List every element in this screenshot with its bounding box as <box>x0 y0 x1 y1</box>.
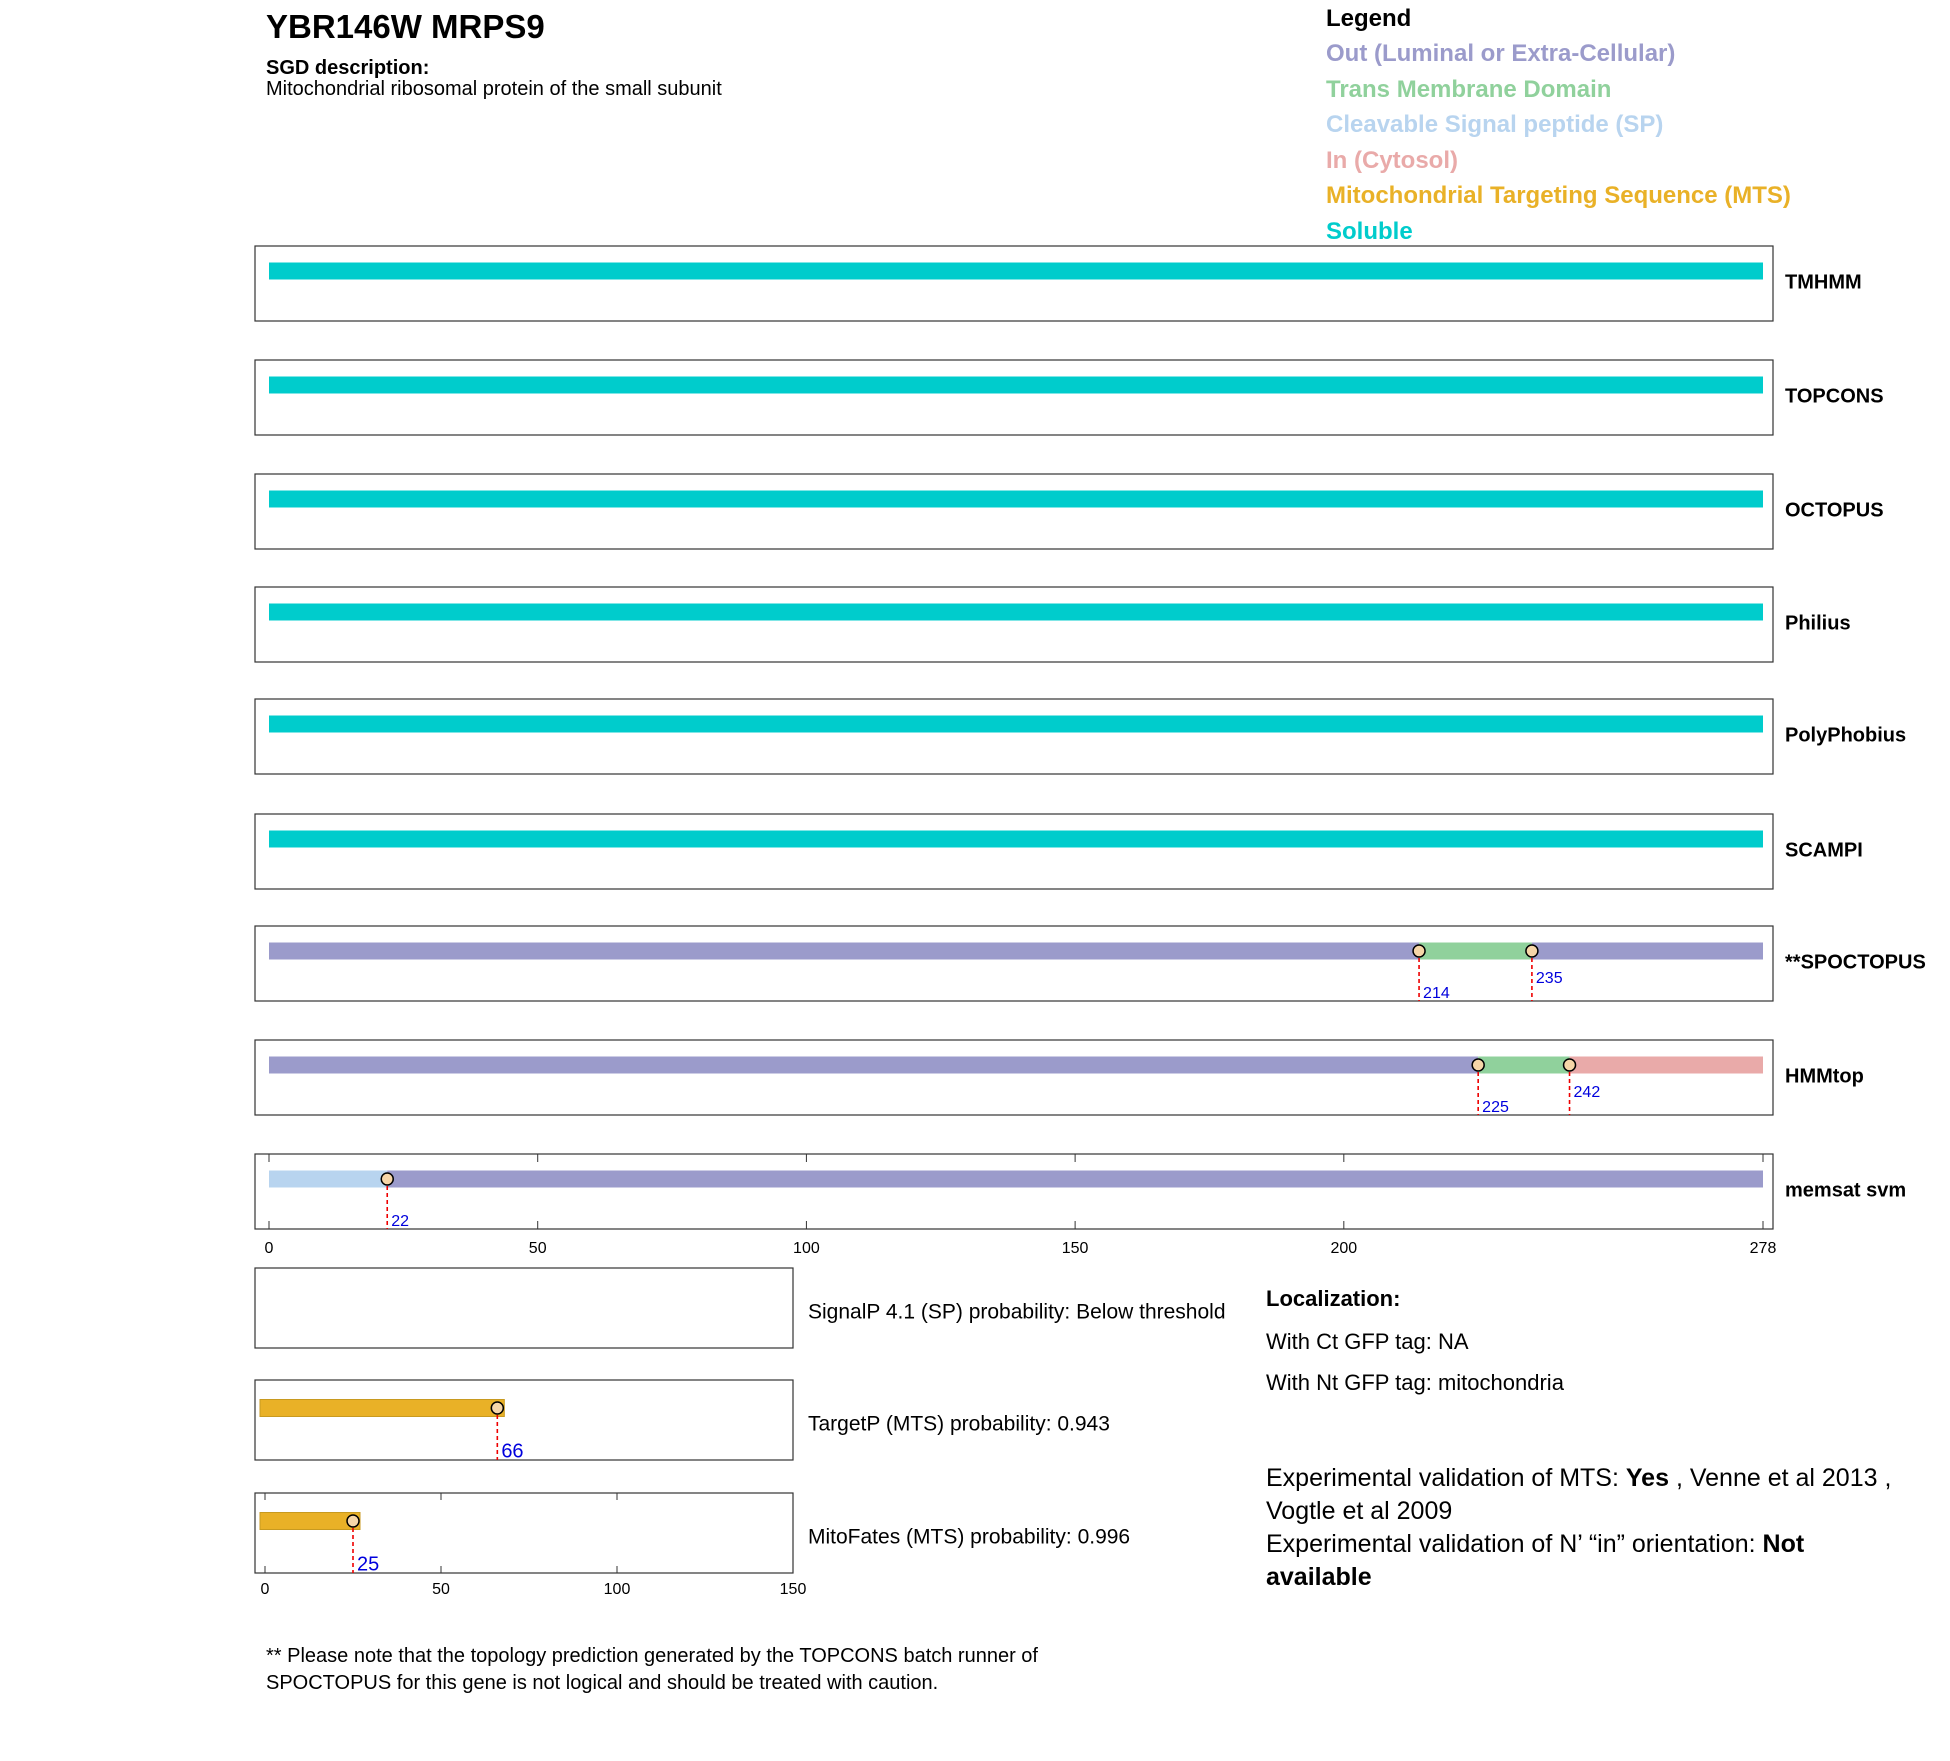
panel-box <box>254 1492 794 1574</box>
panel-label: TargetP (MTS) probability: 0.943 <box>808 1413 1110 1436</box>
track-label: memsat svm <box>1785 1179 1906 1201</box>
description: Mitochondrial ribosomal protein of the s… <box>266 78 722 100</box>
segment <box>269 262 1763 280</box>
boundary-marker <box>1562 1058 1577 1072</box>
segment <box>1478 1056 1570 1074</box>
track-box <box>254 359 1774 436</box>
x-tick-label: 50 <box>529 1240 547 1257</box>
track-label: Philius <box>1785 612 1851 634</box>
boundary-label: 214 <box>1423 985 1450 1002</box>
footnote: SPOCTOPUS for this gene is not logical a… <box>266 1672 939 1694</box>
panel-box <box>254 1379 794 1461</box>
title: YBR146W MRPS9 <box>266 8 545 45</box>
x-tick-label: 0 <box>261 1581 270 1598</box>
legend-item: Out (Luminal or Extra-Cellular) <box>1326 40 1676 67</box>
x-tick-label: 150 <box>1062 1240 1089 1257</box>
x-tick-label: 50 <box>432 1581 450 1598</box>
panel-label: SignalP 4.1 (SP) probability: Below thre… <box>808 1301 1226 1324</box>
track-label: **SPOCTOPUS <box>1785 951 1926 973</box>
boundary-marker <box>346 1514 360 1528</box>
track-label: SCAMPI <box>1785 839 1863 861</box>
track-label: TOPCONS <box>1785 385 1884 407</box>
legend-item: Soluble <box>1326 217 1413 245</box>
localization-title: Localization: <box>1266 1286 1401 1311</box>
validation-paragraph: Experimental validation of MTS: Yes , Ve… <box>1266 1462 1906 1528</box>
boundary-marker <box>1412 944 1426 958</box>
x-tick-label: 100 <box>793 1240 820 1257</box>
track-label: HMMtop <box>1785 1065 1864 1087</box>
track-box <box>254 698 1774 775</box>
track-box <box>254 925 1774 1002</box>
localization-line: With Ct GFP tag: NA <box>1266 1329 1469 1354</box>
segment <box>269 603 1763 621</box>
segment <box>269 376 1763 394</box>
segment <box>1419 942 1532 960</box>
track-box <box>254 1153 1774 1230</box>
boundary-label: 242 <box>1574 1084 1601 1101</box>
segment <box>269 1056 1479 1074</box>
boundary-marker <box>1525 944 1539 958</box>
boundary-marker <box>380 1172 394 1186</box>
segment <box>1569 1056 1763 1074</box>
boundary-label: 225 <box>1482 1099 1509 1116</box>
legend-item: Trans Membrane Domain <box>1326 75 1612 103</box>
segment <box>269 942 1420 960</box>
boundary-marker <box>490 1401 505 1415</box>
legend-item: Cleavable Signal peptide (SP) <box>1326 111 1664 138</box>
mts-bar <box>259 1399 505 1417</box>
validation-paragraph: Experimental validation of N’ “in” orien… <box>1266 1528 1906 1594</box>
boundary-marker <box>1471 1058 1485 1072</box>
mts-bar <box>259 1512 361 1530</box>
x-tick-label: 100 <box>604 1581 631 1598</box>
segment <box>387 1170 1763 1188</box>
legend-item: Mitochondrial Targeting Sequence (MTS) <box>1326 182 1791 209</box>
validation-run: Experimental validation of N’ “in” orien… <box>1266 1530 1763 1558</box>
track-label: TMHMM <box>1785 271 1862 293</box>
segment <box>269 715 1763 733</box>
validation: Experimental validation of MTS: Yes , Ve… <box>1266 1462 1906 1594</box>
track-label: OCTOPUS <box>1785 499 1884 521</box>
track-box <box>254 1039 1774 1116</box>
footnote: ** Please note that the topology predict… <box>266 1645 1038 1667</box>
boundary-label: 235 <box>1536 970 1563 987</box>
boundary-label: 22 <box>391 1213 409 1230</box>
validation-run: Yes <box>1625 1464 1669 1492</box>
x-tick-label: 200 <box>1330 1240 1357 1257</box>
validation-run: Experimental validation of MTS: <box>1266 1464 1626 1492</box>
boundary-label: 25 <box>357 1553 379 1575</box>
track-box <box>254 245 1774 322</box>
segment <box>1531 942 1763 960</box>
panel-box <box>254 1267 794 1349</box>
legend-title: Legend <box>1326 5 1412 32</box>
validation-run: , Venne et al 2013 , Vogtle et al 2009 <box>1266 1464 1892 1525</box>
track-box <box>254 473 1774 550</box>
x-tick-label: 0 <box>265 1240 274 1257</box>
boundary-label: 66 <box>501 1440 523 1462</box>
segment <box>269 1170 388 1188</box>
segment <box>269 830 1763 848</box>
x-tick-label: 150 <box>780 1581 807 1598</box>
x-tick-label: 278 <box>1750 1240 1777 1257</box>
legend-item: In (Cytosol) <box>1326 146 1458 174</box>
track-label: PolyPhobius <box>1785 724 1906 746</box>
localization-line: With Nt GFP tag: mitochondria <box>1266 1370 1564 1395</box>
track-box <box>254 586 1774 663</box>
description-label: SGD description: <box>266 57 430 79</box>
segment <box>269 490 1763 508</box>
validation-run: Not available <box>1266 1530 1805 1591</box>
panel-label: MitoFates (MTS) probability: 0.996 <box>808 1526 1130 1549</box>
track-box <box>254 813 1774 890</box>
